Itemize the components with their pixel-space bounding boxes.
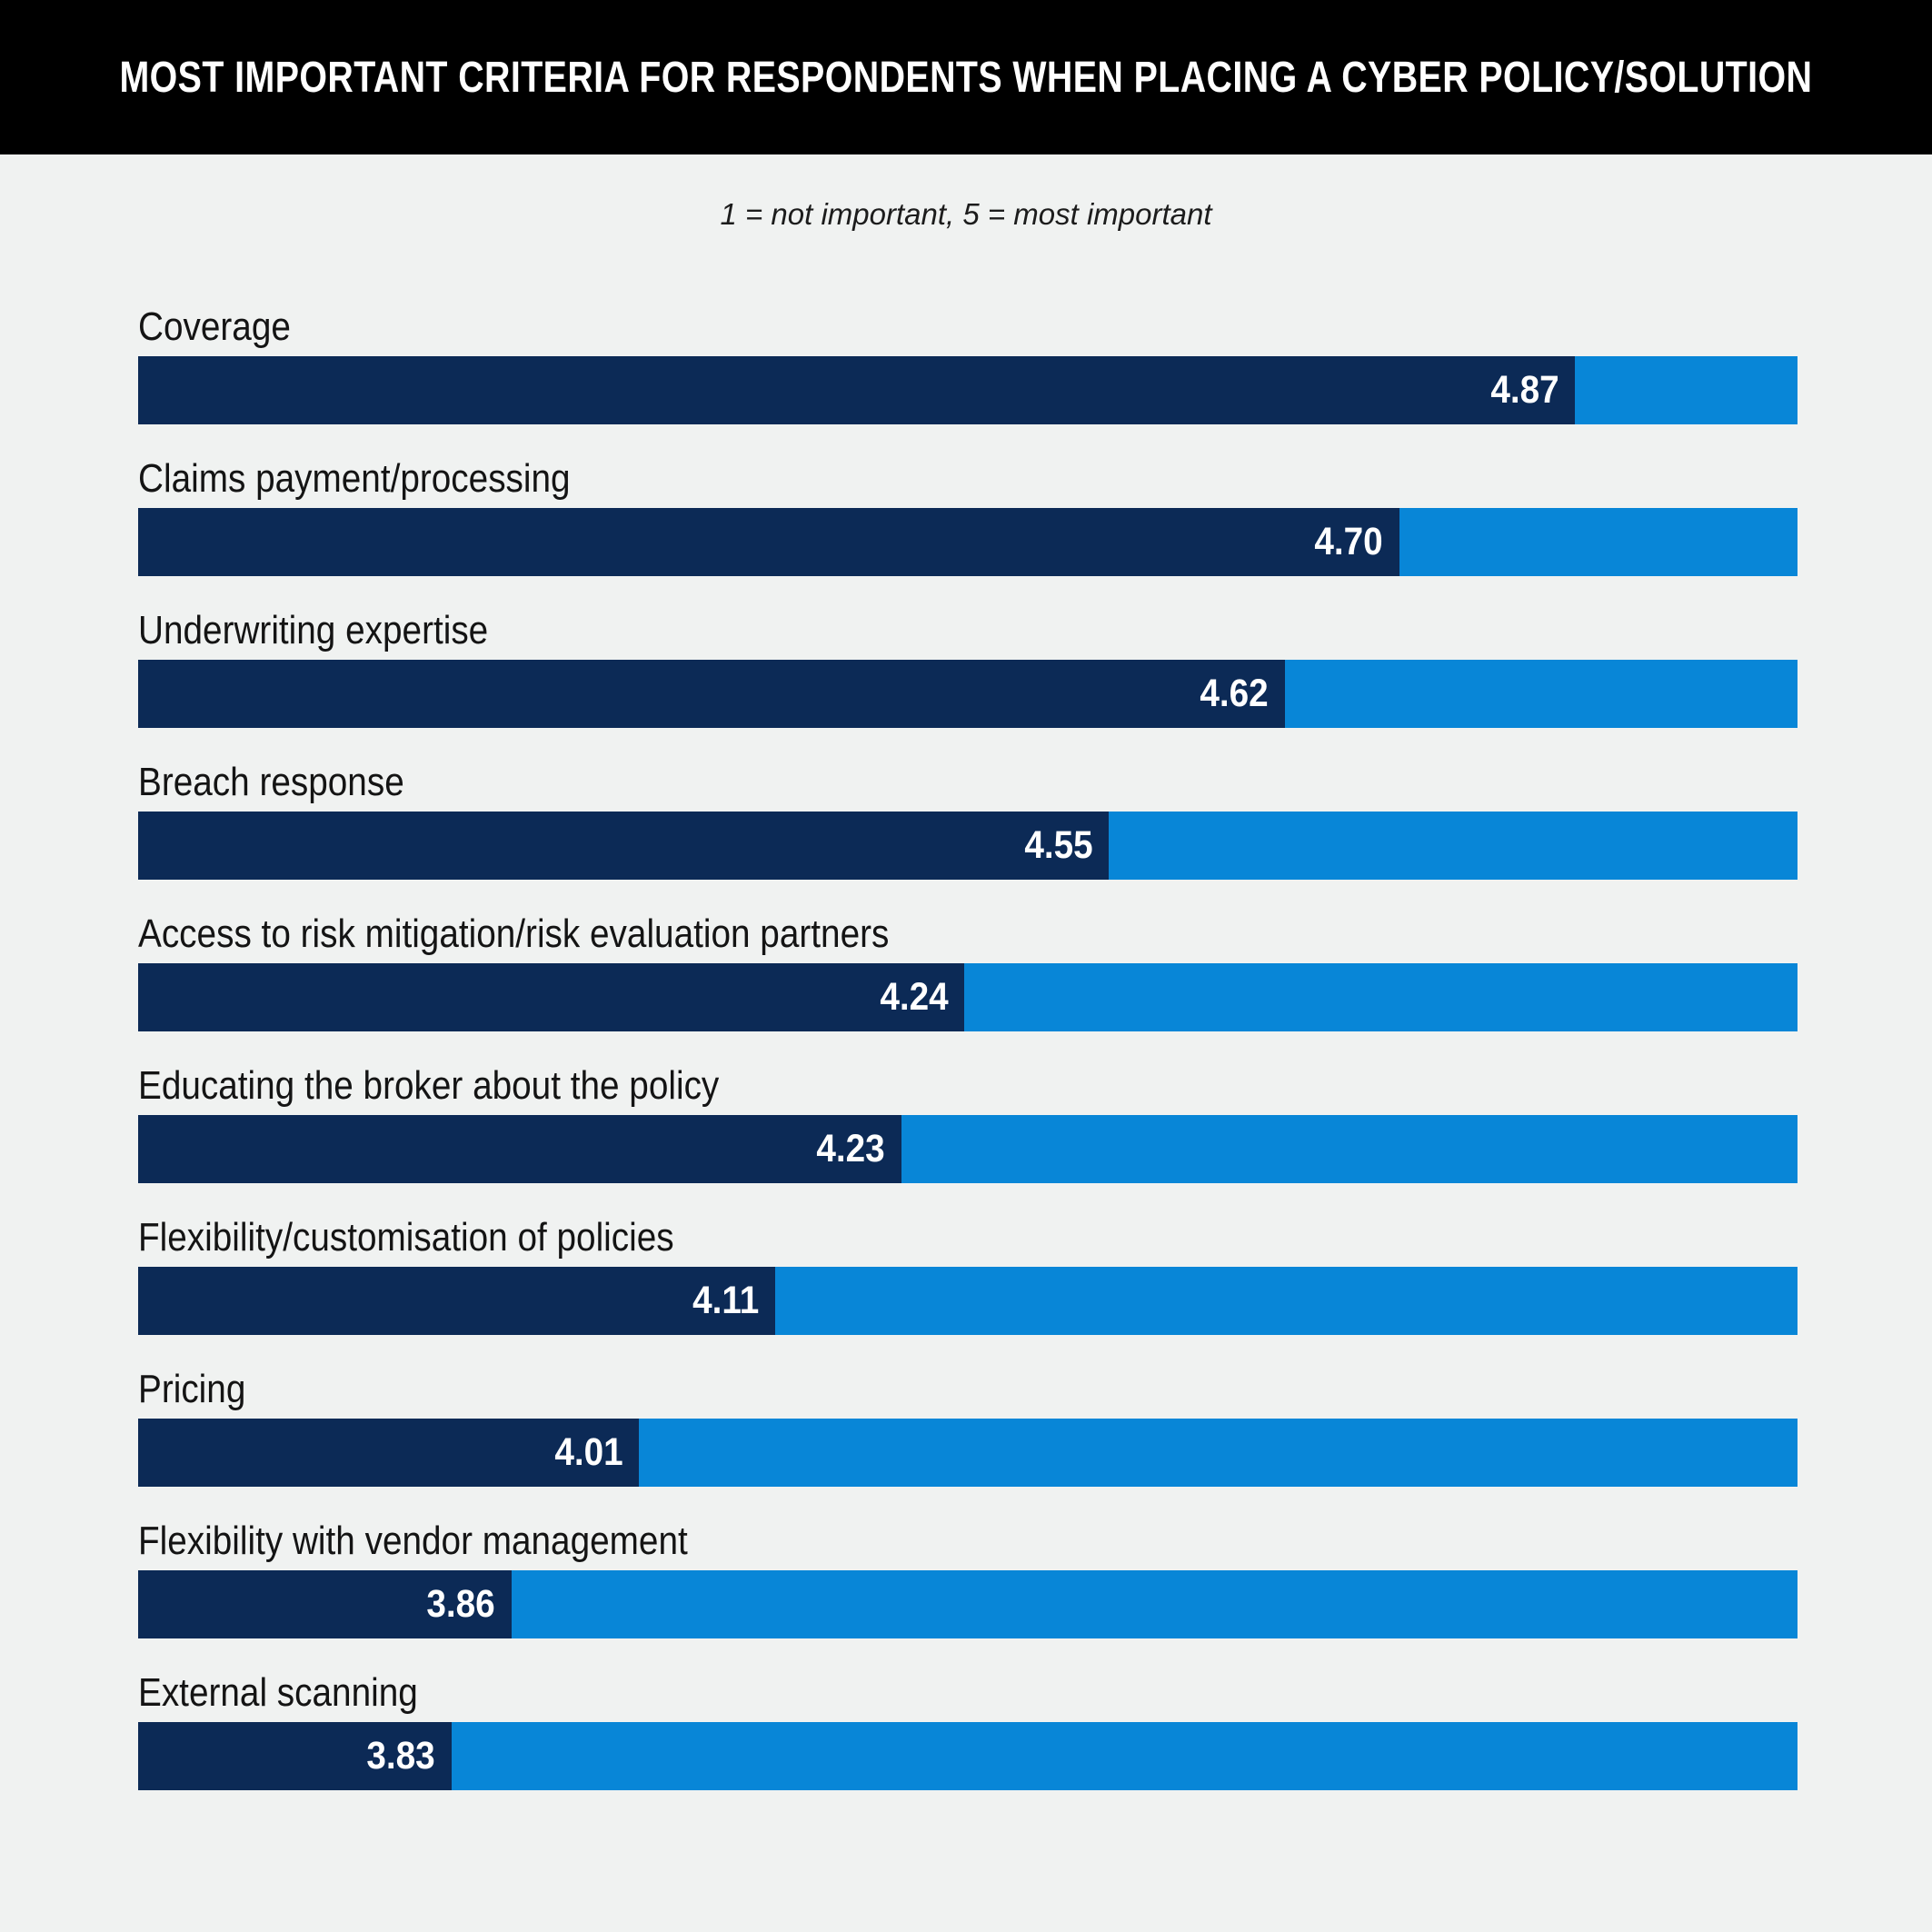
bar-label-text: Educating the broker about the policy	[138, 1062, 720, 1108]
bar-track: 3.86	[138, 1570, 1798, 1638]
bar-track: 4.70	[138, 508, 1798, 576]
bar-fill: 4.11	[138, 1267, 776, 1335]
bar-label: Flexibility/customisation of policies	[138, 1216, 1798, 1267]
bar-value-label: 4.01	[554, 1430, 623, 1474]
bar-track: 4.55	[138, 812, 1798, 880]
bar-track: 4.87	[138, 356, 1798, 424]
bar-label-text: External scanning	[138, 1669, 418, 1715]
bar-row: Breach response 4.55	[138, 761, 1798, 912]
bar-value-label: 3.83	[366, 1734, 436, 1778]
bar-row: Access to risk mitigation/risk evaluatio…	[138, 912, 1798, 1064]
bar-value-label: 4.87	[1489, 368, 1559, 412]
chart-subtitle: 1 = not important, 5 = most important	[720, 197, 1212, 231]
bar-label: Access to risk mitigation/risk evaluatio…	[138, 912, 1798, 963]
bar-track: 4.62	[138, 660, 1798, 728]
bar-row: Educating the broker about the policy 4.…	[138, 1064, 1798, 1216]
bar-label-text: Flexibility/customisation of policies	[138, 1214, 674, 1260]
bar-row: Coverage 4.87	[138, 305, 1798, 457]
bar-fill: 3.86	[138, 1570, 512, 1638]
bar-label-text: Coverage	[138, 304, 291, 349]
bar-value-label: 3.86	[426, 1582, 495, 1626]
bar-fill: 4.70	[138, 508, 1399, 576]
bar-value-label: 4.62	[1200, 672, 1269, 715]
bar-fill: 4.01	[138, 1419, 640, 1487]
bar-label-text: Access to risk mitigation/risk evaluatio…	[138, 911, 890, 956]
bar-track: 4.01	[138, 1419, 1798, 1487]
bar-label-text: Pricing	[138, 1366, 246, 1411]
bar-label: External scanning	[138, 1671, 1798, 1722]
bar-value-label: 4.23	[816, 1127, 885, 1170]
bar-label-text: Claims payment/processing	[138, 455, 571, 501]
bar-label: Educating the broker about the policy	[138, 1064, 1798, 1115]
bar-fill: 4.62	[138, 660, 1285, 728]
bar-track: 4.11	[138, 1267, 1798, 1335]
bar-value-label: 4.24	[880, 975, 949, 1019]
bar-label-text: Flexibility with vendor management	[138, 1518, 688, 1563]
bar-row: Flexibility/customisation of policies 4.…	[138, 1216, 1798, 1368]
bar-value-label: 4.55	[1023, 823, 1093, 867]
bar-track: 4.23	[138, 1115, 1798, 1183]
chart-header: MOST IMPORTANT CRITERIA FOR RESPONDENTS …	[0, 0, 1932, 154]
bar-label: Breach response	[138, 761, 1798, 812]
bar-row: Pricing 4.01	[138, 1368, 1798, 1519]
bar-track: 3.83	[138, 1722, 1798, 1790]
bar-track: 4.24	[138, 963, 1798, 1031]
bar-row: Underwriting expertise 4.62	[138, 609, 1798, 761]
bar-label: Coverage	[138, 305, 1798, 356]
bar-label: Pricing	[138, 1368, 1798, 1419]
bar-fill: 4.87	[138, 356, 1576, 424]
bar-label-text: Breach response	[138, 759, 404, 804]
chart-title: MOST IMPORTANT CRITERIA FOR RESPONDENTS …	[119, 53, 1813, 102]
bar-fill: 4.55	[138, 812, 1110, 880]
bar-label: Claims payment/processing	[138, 457, 1798, 508]
bar-label: Flexibility with vendor management	[138, 1519, 1798, 1570]
bar-fill: 4.23	[138, 1115, 901, 1183]
bar-value-label: 4.70	[1314, 520, 1383, 563]
bar-row: Flexibility with vendor management 3.86	[138, 1519, 1798, 1671]
bar-row: Claims payment/processing 4.70	[138, 457, 1798, 609]
bar-label: Underwriting expertise	[138, 609, 1798, 660]
bar-fill: 3.83	[138, 1722, 453, 1790]
bar-value-label: 4.11	[692, 1279, 760, 1322]
bar-chart: Coverage 4.87 Claims payment/processing …	[138, 305, 1798, 1823]
bar-label-text: Underwriting expertise	[138, 607, 489, 652]
bar-row: External scanning 3.83	[138, 1671, 1798, 1823]
bar-fill: 4.24	[138, 963, 965, 1031]
